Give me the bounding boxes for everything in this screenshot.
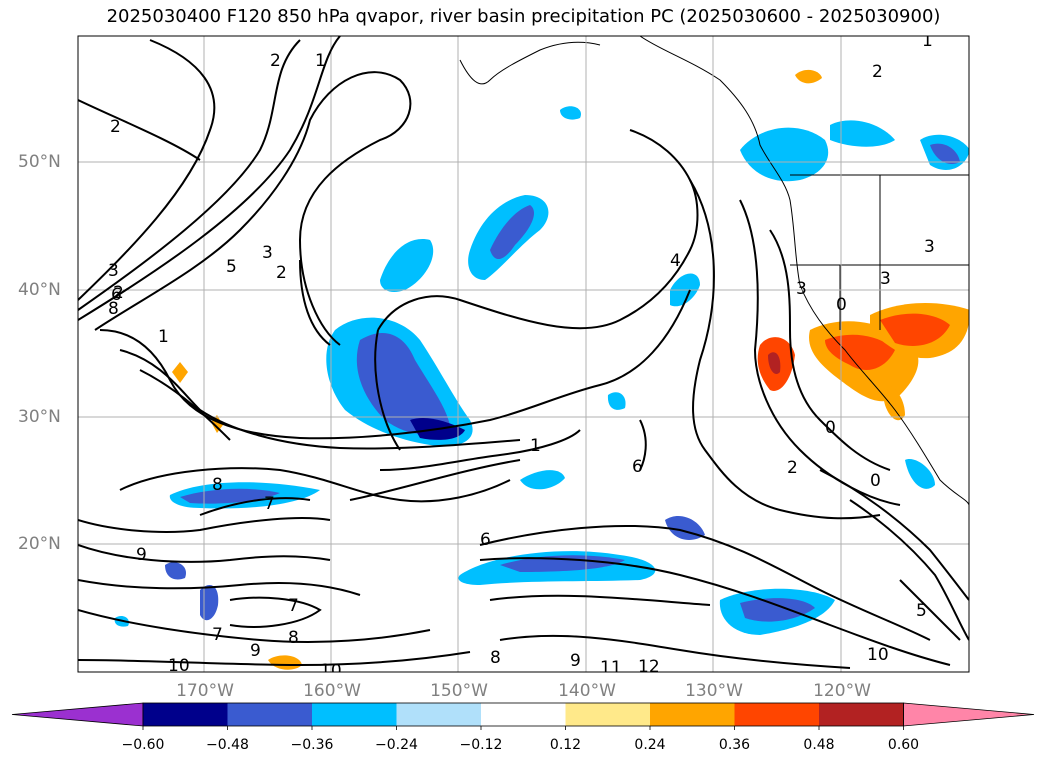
contour-label: 0 xyxy=(825,418,836,438)
contour-label: 4 xyxy=(670,251,681,271)
colorbar xyxy=(11,702,1035,730)
colorbar-extend-high xyxy=(903,702,1035,727)
contour-label: 3 xyxy=(108,261,119,281)
contour-label: 2 xyxy=(113,283,124,303)
colorbar-tick-label: 0.12 xyxy=(549,737,582,753)
contour-label: 2 xyxy=(110,117,121,137)
lon-label: 170°W xyxy=(176,681,234,701)
lon-label: 140°W xyxy=(558,681,616,701)
lat-label: 20°N xyxy=(18,534,61,554)
colorbar-segment xyxy=(312,703,397,726)
contour-label: 5 xyxy=(916,601,927,621)
contour-label: 11 xyxy=(600,658,622,678)
contour-label: 2 xyxy=(270,51,281,71)
colorbar-segment xyxy=(227,703,312,726)
contour-label: 8 xyxy=(108,299,119,319)
contour-label: 0 xyxy=(870,471,881,491)
qvapor-contours xyxy=(78,36,969,669)
contour-label: 7 xyxy=(264,494,275,514)
lat-label: 30°N xyxy=(18,407,61,427)
contour-label: 2 xyxy=(872,62,883,82)
contour-label: 1 xyxy=(158,327,169,347)
colorbar-extend-low xyxy=(11,702,144,727)
colorbar-tick-label: 0.24 xyxy=(634,737,666,753)
contour-label: 9 xyxy=(570,651,581,671)
contour-label: 3 xyxy=(880,269,891,289)
contour-label: 8 xyxy=(288,628,299,648)
contour-label: 1 xyxy=(922,31,933,51)
contour-label: 7 xyxy=(212,625,223,645)
colorbar-segment xyxy=(396,703,481,726)
contour-label: 5 xyxy=(226,257,237,277)
contour-label: 3 xyxy=(924,237,935,257)
contour-label: 2 xyxy=(276,263,287,283)
contour-label: 6 xyxy=(480,530,491,550)
lon-label: 120°W xyxy=(813,681,871,701)
colorbar-segment xyxy=(819,703,904,726)
contour-label: 7 xyxy=(288,596,299,616)
map-frame xyxy=(77,35,970,673)
lon-label: 130°W xyxy=(685,681,743,701)
colorbar-segment xyxy=(565,703,650,726)
lon-label: 160°W xyxy=(303,681,361,701)
contour-label: 3 xyxy=(262,243,273,263)
colorbar-outline xyxy=(142,702,904,727)
colorbar-tick-label: 0.36 xyxy=(718,737,751,753)
colorbar-tick-label: −0.36 xyxy=(290,737,334,753)
colorbar-segment xyxy=(650,703,735,726)
contour-label: 1 xyxy=(530,436,541,456)
contour-label: 8 xyxy=(212,475,223,495)
colorbar-tick-label: 0.60 xyxy=(887,737,920,753)
colorbar-tick-label: −0.24 xyxy=(375,737,418,753)
colorbar-tick-label: −0.12 xyxy=(459,737,503,753)
colorbar-tick-label: −0.60 xyxy=(121,737,165,753)
contour-label: 10 xyxy=(320,661,342,681)
contour-label: 2 xyxy=(787,458,798,478)
colorbar-tick-label: 0.48 xyxy=(803,737,835,753)
contour-label: 12 xyxy=(638,657,660,677)
contour-label: 6 xyxy=(111,285,122,305)
lat-label: 40°N xyxy=(18,280,61,300)
lat-label: 50°N xyxy=(18,152,61,172)
contour-label: 9 xyxy=(136,545,147,565)
negative-anomaly-shading xyxy=(114,106,969,635)
lon-label: 150°W xyxy=(430,681,488,701)
colorbar-segment xyxy=(143,703,228,726)
colorbar-segment xyxy=(734,703,819,726)
coastlines xyxy=(459,36,969,506)
contour-label: 8 xyxy=(490,648,501,668)
contour-label: 10 xyxy=(867,645,889,665)
contour-label: 3 xyxy=(796,279,807,299)
contour-label: 6 xyxy=(632,457,643,477)
contour-label: 9 xyxy=(250,641,261,661)
graticule xyxy=(78,36,969,672)
contour-label: 1 xyxy=(315,51,326,71)
colorbar-tick-label: −0.48 xyxy=(206,737,249,753)
colorbar-segment xyxy=(481,703,566,726)
contour-label: 0 xyxy=(836,295,847,315)
contour-label: 10 xyxy=(168,656,190,676)
contour-labels: 1 2 2 1 2 2 3 5 3 2 6 8 1 4 3 3 0 0 2 1 … xyxy=(108,31,935,681)
map-title: 2025030400 F120 850 hPa qvapor, river ba… xyxy=(106,6,941,27)
